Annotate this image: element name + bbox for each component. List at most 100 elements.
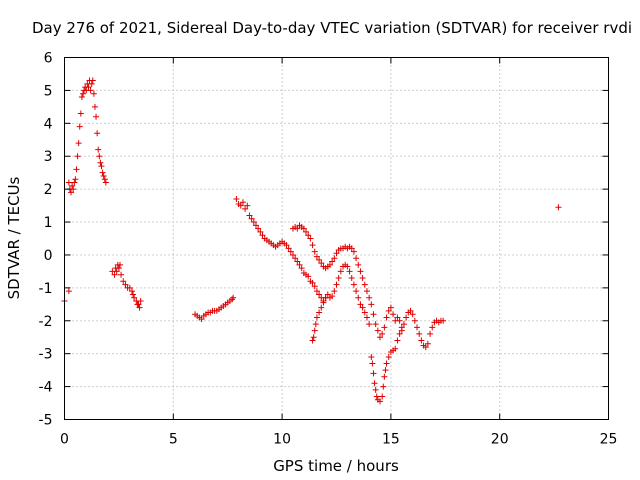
ticks [64, 57, 609, 420]
data-point [85, 84, 92, 91]
series-segment-10.5-15h [289, 222, 405, 341]
data-point [90, 90, 97, 97]
data-point [76, 123, 83, 130]
data-point [118, 271, 125, 278]
x-tick-label: 10 [273, 432, 291, 448]
data-point [198, 316, 205, 323]
y-tick-label: -2 [39, 314, 53, 330]
data-point [387, 304, 394, 311]
data-point [329, 293, 336, 300]
data-point [313, 288, 320, 295]
x-tick-label: 5 [169, 432, 178, 448]
data-point [69, 182, 76, 189]
data-point [310, 334, 317, 341]
data-point [296, 261, 303, 268]
data-point [96, 153, 103, 160]
data-point [366, 321, 373, 328]
data-point [135, 301, 142, 308]
data-point [77, 110, 84, 117]
plot-frame [64, 57, 609, 420]
data-point [257, 228, 264, 235]
data-point [320, 299, 327, 306]
data-point [287, 248, 294, 255]
data-point [100, 172, 107, 179]
data-point [309, 337, 316, 344]
y-tick-label: -4 [39, 380, 53, 396]
data-point [88, 80, 95, 87]
data-point [359, 274, 366, 281]
series-segment-2h [109, 261, 144, 311]
data-point [246, 212, 253, 219]
data-point [335, 274, 342, 281]
data-point [346, 268, 353, 275]
data-point [102, 179, 109, 186]
data-point [298, 265, 305, 272]
data-point [379, 393, 386, 400]
data-point [242, 205, 249, 212]
x-tick-label: 25 [600, 432, 618, 448]
data-point [355, 294, 362, 301]
data-point [350, 248, 357, 255]
data-point [316, 256, 323, 263]
data-point [285, 245, 292, 252]
data-point [370, 311, 377, 318]
data-point [130, 291, 137, 298]
data-point [411, 317, 418, 324]
data-points [61, 77, 562, 405]
y-tick-labels: -5 -4 -3 -2 -1 0 1 2 3 4 5 6 [39, 51, 53, 429]
x-tick-label: 0 [60, 432, 69, 448]
y-tick-label: 1 [44, 215, 53, 231]
data-point [398, 327, 405, 334]
y-tick-label: -3 [39, 347, 53, 363]
data-point [390, 311, 397, 318]
data-point [250, 219, 257, 226]
data-point [311, 283, 318, 290]
data-point [373, 393, 380, 400]
data-point [350, 281, 357, 288]
data-point [93, 113, 100, 120]
y-tick-label: 3 [44, 149, 53, 165]
y-tick-label: 5 [44, 83, 53, 99]
y-tick-label: 0 [44, 248, 53, 264]
data-point [381, 373, 388, 380]
data-point [382, 367, 389, 374]
chart-title: Day 276 of 2021, Sidereal Day-to-day VTE… [32, 19, 632, 37]
data-point [98, 163, 105, 170]
data-point [97, 159, 104, 166]
data-point [91, 103, 98, 110]
data-point [115, 265, 122, 272]
data-point [294, 258, 301, 265]
series-dip-14.5h [368, 307, 447, 405]
y-axis-label: SDTVAR / TECUs [5, 176, 23, 299]
x-tick-label: 20 [491, 432, 509, 448]
data-point [394, 337, 401, 344]
data-point [94, 130, 101, 137]
data-point [555, 204, 562, 211]
data-point [383, 360, 390, 367]
data-point [381, 324, 388, 331]
x-tick-label: 15 [382, 432, 400, 448]
data-point [73, 166, 80, 173]
x-axis-label: GPS time / hours [273, 457, 399, 475]
data-point [237, 202, 244, 209]
y-tick-label: -1 [39, 281, 53, 297]
data-point [429, 324, 436, 331]
data-point [407, 307, 414, 314]
data-point [95, 146, 102, 153]
data-point [424, 340, 431, 347]
data-point [440, 317, 447, 324]
data-point [361, 309, 368, 316]
data-point [357, 268, 364, 275]
data-point [372, 321, 379, 328]
data-point [363, 314, 370, 321]
data-point [355, 261, 362, 268]
data-point [326, 261, 333, 268]
data-point [394, 314, 401, 321]
data-point [72, 176, 79, 183]
data-point [414, 324, 421, 331]
data-point [359, 304, 366, 311]
data-point [233, 196, 240, 203]
data-point [116, 261, 123, 268]
data-point [337, 268, 344, 275]
data-point [300, 225, 307, 232]
